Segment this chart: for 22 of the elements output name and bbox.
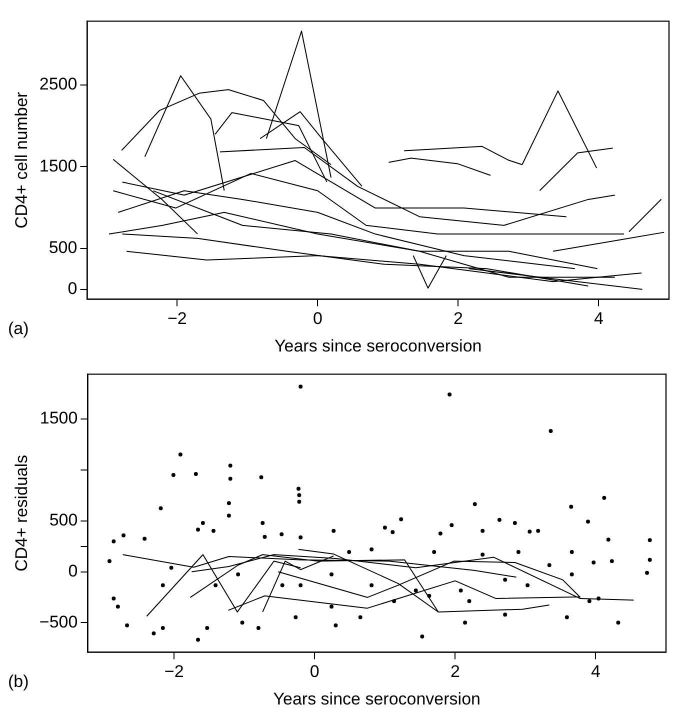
text: (b) xyxy=(8,672,29,692)
x-tick-label: −2 xyxy=(167,309,187,328)
x-tick-label: 0 xyxy=(310,662,320,682)
y-tick-label: 0 xyxy=(68,561,78,580)
x-tick-label: 0 xyxy=(312,309,322,328)
text: (a) xyxy=(8,319,29,339)
x-tick-label: 4 xyxy=(594,309,604,328)
y-tick-label: 2500 xyxy=(39,74,78,94)
x-axis-title: Years since seroconversion xyxy=(273,689,480,708)
y-tick-label: −500 xyxy=(39,612,78,632)
y-tick-label: 500 xyxy=(48,238,78,258)
y-axis-title: CD4+ residuals xyxy=(12,454,31,572)
x-axis-title: Years since seroconversion xyxy=(274,336,482,356)
x-tick-label: 2 xyxy=(450,662,460,682)
x-tick-label: −2 xyxy=(164,662,184,682)
y-tick-label: 500 xyxy=(49,510,78,530)
y-axis-title: CD4+ cell number xyxy=(12,92,31,228)
x-tick-label: 2 xyxy=(453,309,463,328)
y-tick-label: 1500 xyxy=(39,156,78,176)
x-tick-label: 4 xyxy=(590,662,600,682)
y-tick-label: 0 xyxy=(68,279,78,298)
y-tick-label: 1500 xyxy=(40,408,78,428)
